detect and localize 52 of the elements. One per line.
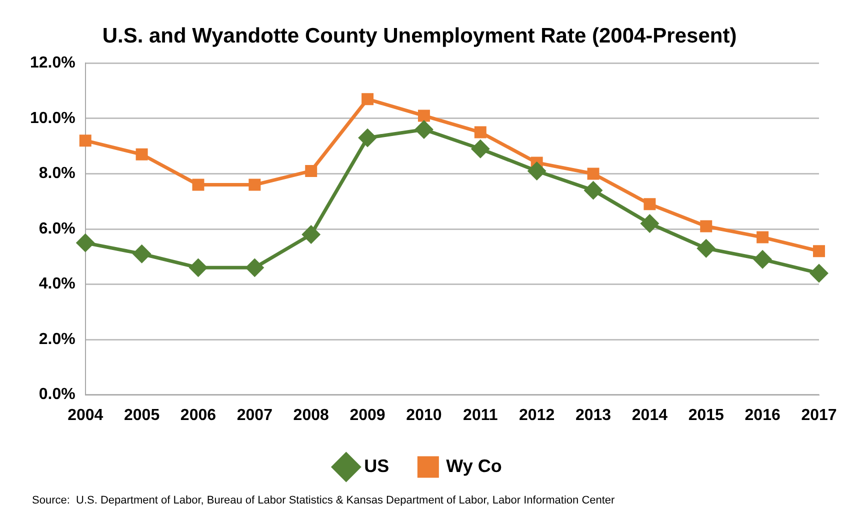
point (248, 178, 261, 191)
point (133, 245, 151, 263)
point (472, 140, 490, 158)
x-tick-label: 2010 (406, 406, 442, 424)
point (362, 93, 374, 106)
point (756, 231, 769, 244)
y-tick-label: 4.0% (38, 276, 76, 293)
point (640, 214, 658, 232)
point (700, 220, 712, 232)
point (79, 134, 92, 147)
point (418, 110, 430, 122)
point (136, 148, 148, 160)
point (754, 250, 772, 268)
x-tick-label: 2008 (293, 406, 329, 424)
point (415, 120, 433, 138)
x-tick-label: 2016 (744, 406, 780, 424)
y-tick-label: 8.0% (38, 165, 76, 182)
point (76, 234, 94, 252)
y-tick-label: 2.0% (38, 330, 76, 348)
x-tick-label: 2011 (463, 406, 498, 424)
point (697, 240, 715, 258)
point (358, 129, 376, 147)
point (246, 258, 264, 276)
point (192, 178, 204, 191)
point (813, 245, 825, 258)
point (189, 258, 207, 276)
point (644, 198, 656, 210)
legend-label: US (364, 456, 390, 476)
point (810, 264, 828, 282)
point (528, 162, 546, 180)
y-tick-label: 12.0% (30, 54, 76, 72)
source-note: Source: U.S. Department of Labor, Bureau of Labor Statistics & Kansas Department of Labor, Labor Information Center (32, 494, 616, 507)
chart-title: U.S. and Wyandotte County Unemployment Rate (2004-Present) (102, 24, 737, 48)
x-tick-label: 2005 (124, 406, 160, 424)
point (584, 182, 602, 200)
point (305, 164, 318, 177)
x-tick-label: 2015 (688, 406, 724, 424)
y-tick-label: 0.0% (38, 386, 76, 404)
y-tick-label: 6.0% (38, 220, 76, 238)
point (474, 126, 486, 138)
point (587, 168, 600, 180)
x-tick-label: 2013 (575, 406, 612, 424)
x-tick-label: 2012 (519, 406, 555, 424)
y-tick-label: 10.0% (30, 110, 76, 127)
x-tick-label: 2004 (68, 406, 104, 424)
point (302, 226, 320, 244)
x-tick-label: 2007 (236, 406, 273, 424)
x-tick-label: 2009 (350, 406, 386, 424)
x-tick-label: 2017 (801, 406, 837, 424)
x-tick-label: 2014 (632, 406, 668, 424)
legend-label: Wy Co (446, 456, 502, 476)
x-tick-label: 2006 (180, 406, 216, 424)
